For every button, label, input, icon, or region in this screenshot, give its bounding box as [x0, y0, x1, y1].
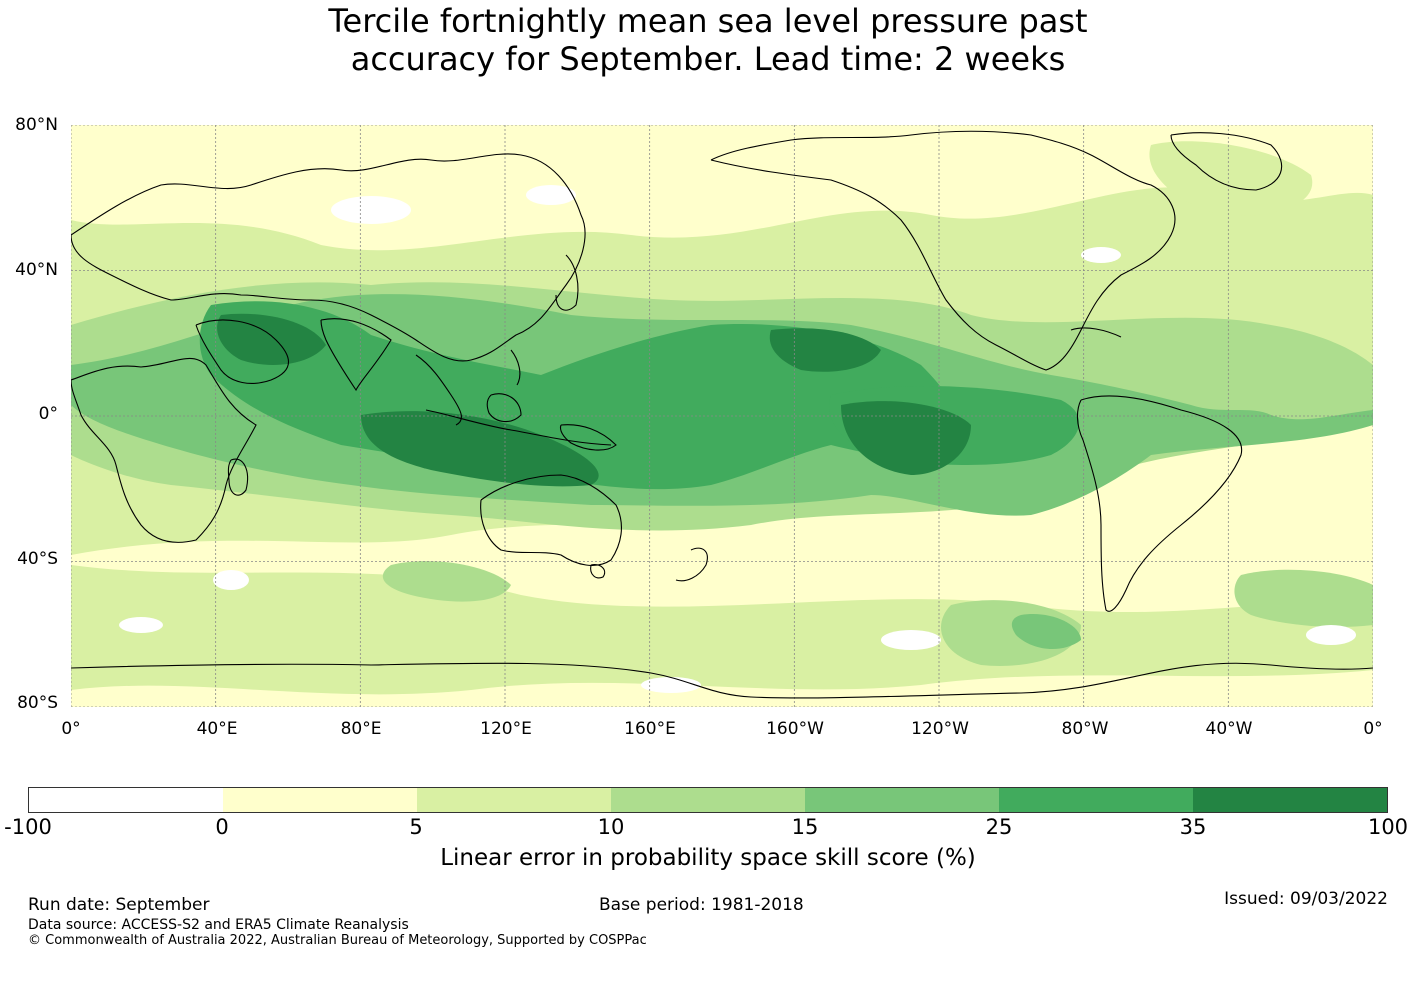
lat-label-0: 0° — [38, 404, 58, 424]
skill-field-negative — [119, 185, 1356, 693]
base-period: Base period: 1981-2018 — [599, 895, 804, 915]
map-gridlines — [71, 125, 1373, 707]
coast-new-zealand — [675, 547, 708, 582]
colorbar — [28, 787, 1388, 813]
lon-label-120e: 120°E — [480, 719, 532, 739]
coast-antarctica — [71, 662, 1373, 699]
data-source: Data source: ACCESS-S2 and ERA5 Climate … — [28, 917, 409, 933]
colorbar-label: Linear error in probability space skill … — [440, 845, 976, 871]
lat-label-40n: 40°N — [15, 260, 58, 280]
skill-field-35-100 — [217, 313, 971, 487]
coast-arabia — [195, 319, 290, 384]
colorbar-tick: 10 — [597, 815, 625, 839]
coast-new-guinea — [559, 424, 617, 451]
run-date: Run date: September — [28, 895, 210, 915]
lat-label-80n: 80°N — [15, 115, 58, 135]
coast-greenland — [1170, 132, 1283, 191]
lat-label-40s: 40°S — [17, 549, 58, 569]
coast-philippines — [510, 349, 521, 386]
colorbar-tick: -100 — [4, 815, 52, 839]
lon-label-160w: 160°W — [766, 719, 824, 739]
coast-africa — [71, 357, 257, 543]
colorbar-tick: 15 — [791, 815, 819, 839]
lat-label-80s: 80°S — [17, 693, 58, 713]
copyright: © Commonwealth of Australia 2022, Austra… — [28, 933, 647, 948]
lon-label-120w: 120°W — [911, 719, 969, 739]
coast-australia — [480, 474, 622, 566]
issued-date: Issued: 09/03/2022 — [1224, 889, 1388, 909]
coast-tasmania — [590, 564, 606, 579]
coast-indonesia — [425, 409, 612, 446]
colorbar-tick: 0 — [215, 815, 229, 839]
coast-india — [320, 318, 392, 392]
lon-label-80w: 80°W — [1061, 719, 1109, 739]
colorbar-tick: 5 — [409, 815, 423, 839]
colorbar-segment — [222, 787, 417, 813]
chart-title: Tercile fortnightly mean sea level press… — [0, 2, 1416, 78]
coast-north-america — [710, 130, 1176, 371]
title-line-2: accuracy for September. Lead time: 2 wee… — [350, 40, 1066, 78]
coast-eurasia — [71, 153, 586, 362]
coast-borneo — [486, 393, 522, 423]
colorbar-frame — [28, 787, 1388, 813]
title-line-1: Tercile fortnightly mean sea level press… — [328, 2, 1088, 40]
skill-score-map — [71, 125, 1373, 707]
coastlines — [71, 130, 1373, 699]
colorbar-tick: 35 — [1179, 815, 1207, 839]
lon-label-40e: 40°E — [196, 719, 238, 739]
coast-se-asia — [415, 354, 462, 426]
colorbar-tick: 25 — [985, 815, 1013, 839]
coast-south-america — [1076, 395, 1243, 612]
lon-label-40w: 40°W — [1205, 719, 1253, 739]
coast-japan — [555, 254, 579, 311]
coast-caribbean — [1070, 327, 1122, 338]
colorbar-segment — [416, 787, 611, 813]
lon-label-0-west: 0° — [61, 719, 81, 739]
coast-madagascar — [227, 458, 249, 496]
lon-label-0-east: 0° — [1363, 719, 1383, 739]
colorbar-tick: 100 — [1367, 815, 1409, 839]
lon-label-80e: 80°E — [340, 719, 382, 739]
lon-label-160e: 160°E — [624, 719, 676, 739]
